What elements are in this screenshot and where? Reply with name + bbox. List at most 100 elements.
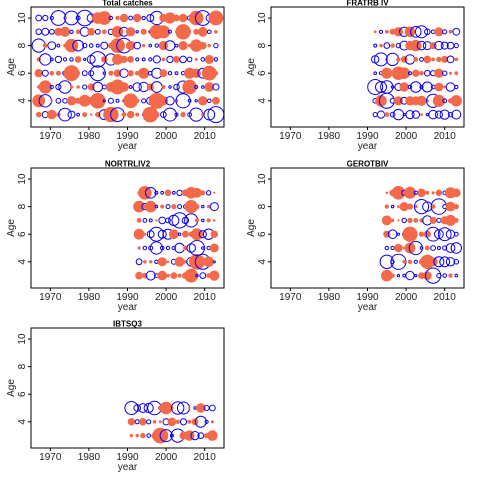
bubble-point [69, 29, 74, 34]
bubble-point [196, 403, 206, 413]
bubble-point [107, 97, 114, 104]
bubble-point [134, 98, 140, 104]
x-tick-label: 2010 [194, 452, 217, 463]
bubble-point [152, 55, 161, 64]
bubble-point [201, 246, 205, 250]
bubble-point [442, 273, 448, 278]
bubble-point [102, 71, 107, 75]
bubble-point [419, 84, 424, 90]
bubble-point [169, 433, 174, 438]
bubble-point [208, 10, 224, 26]
bubble-point [184, 268, 199, 283]
bubble-point [428, 257, 438, 267]
bubble-point [177, 204, 183, 210]
panel-2: FRATRB IV 1970 1980 1990 2000 2010 4 6 8 10 year Ag… [246, 0, 465, 152]
bubble-point [42, 43, 48, 48]
bubble-point [66, 96, 77, 106]
bubble-point [82, 84, 88, 90]
y-axis-label: Age [6, 58, 17, 76]
bubble-point [431, 191, 435, 195]
bubble-point [381, 215, 392, 226]
bubble-point [396, 57, 401, 62]
bubble-point [399, 202, 409, 212]
bubble-point [200, 190, 206, 196]
bubble-point [212, 83, 220, 91]
y-tick-label: 8 [257, 203, 268, 209]
bubble-point [419, 57, 424, 62]
bubble-point [450, 95, 462, 107]
bubble-group [31, 9, 224, 124]
bubble-point [402, 113, 406, 117]
bubble-point [430, 245, 437, 251]
bubble-point [165, 217, 171, 224]
bubble-point [171, 204, 177, 210]
bubble-point [159, 69, 168, 78]
bubble-point [87, 28, 95, 36]
bubble-point [140, 28, 147, 35]
bubble-point [168, 29, 172, 34]
x-axis-label: year [358, 302, 378, 313]
bubble-point [391, 186, 406, 200]
bubble-point [424, 69, 431, 77]
bubble-point [430, 84, 436, 90]
bubble-point [418, 231, 425, 237]
y-tick-label: 10 [17, 333, 28, 345]
bubble-point [203, 108, 216, 121]
bubble-point [430, 204, 436, 209]
x-tick-label: 2000 [155, 292, 178, 303]
x-axis-label: year [118, 302, 138, 313]
y-tick-label: 4 [257, 259, 268, 265]
bubble-point [419, 246, 424, 250]
bubble-point [179, 55, 187, 64]
y-tick-label: 6 [257, 70, 268, 76]
bubble-point [452, 27, 461, 36]
bubble-point [436, 246, 441, 250]
x-tick-label: 1990 [116, 292, 139, 303]
bubble-point [413, 199, 430, 215]
bubble-point [76, 85, 80, 89]
bubble-point [433, 256, 445, 268]
bubble-point [193, 28, 200, 35]
bubble-point [194, 99, 198, 103]
bubble-point [417, 188, 426, 198]
panel-title: Total catches [102, 0, 153, 8]
y-tick-label: 6 [17, 391, 28, 397]
bubble-point [206, 245, 211, 251]
y-axis-label: Age [246, 219, 257, 237]
bubble-point [182, 79, 197, 95]
bubble-point [141, 15, 146, 21]
bubble-point [381, 269, 393, 282]
panel-title: GEROTBIV [347, 160, 389, 169]
bubble-point [136, 218, 142, 223]
bubble-point [384, 204, 389, 209]
bubble-point [55, 97, 62, 104]
bubble-point [429, 216, 437, 224]
bubble-point [128, 85, 133, 89]
bubble-point [110, 38, 125, 53]
bubble-point [453, 218, 459, 223]
bubble-point [83, 57, 87, 62]
bubble-point [428, 109, 438, 120]
bubble-point [376, 110, 386, 119]
bubble-point [148, 226, 164, 242]
bubble-point [204, 82, 215, 92]
bubble-point [115, 98, 120, 103]
bubble-point [137, 246, 141, 250]
bubble-point [431, 57, 435, 62]
bubble-point [47, 41, 57, 50]
bubble-point [404, 186, 416, 199]
bubble-point [59, 26, 71, 37]
bubble-point [190, 39, 203, 52]
panel-title: IBTSQ3 [113, 320, 142, 329]
bubble-point [158, 216, 166, 225]
bubble-point [390, 204, 395, 209]
bubble-point [133, 228, 145, 240]
bubble-point [188, 30, 192, 34]
bubble-point [390, 259, 395, 264]
bubble-point [198, 41, 207, 50]
bubble-point [144, 200, 157, 213]
bubble-point [165, 96, 175, 106]
bubble-point [81, 70, 88, 77]
x-axis-label: year [118, 462, 138, 473]
bubble-point [38, 80, 52, 94]
